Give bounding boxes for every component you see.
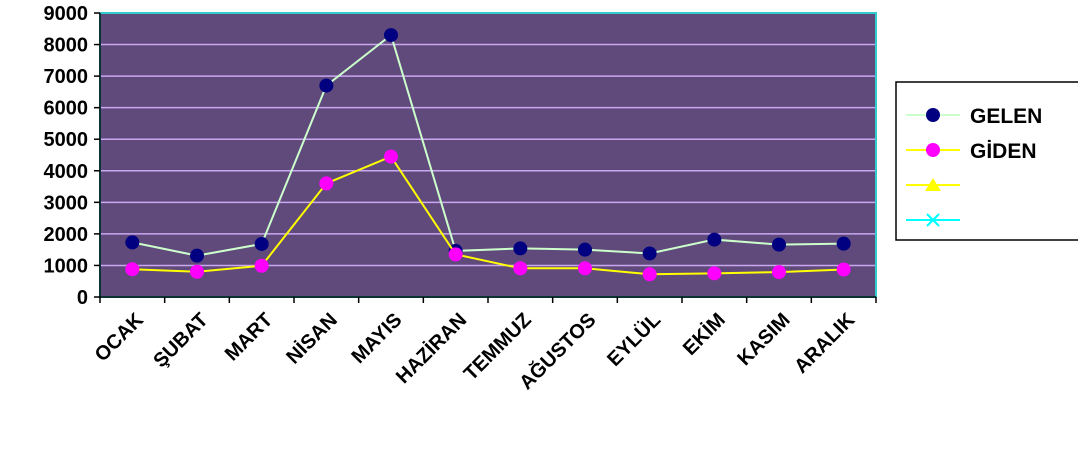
data-point <box>578 242 592 257</box>
data-point <box>513 241 528 256</box>
legend-label: GİDEN <box>970 140 1037 163</box>
y-tick-label: 6000 <box>44 98 89 120</box>
legend-marker <box>925 178 941 191</box>
x-tick-label: OCAK <box>91 309 149 367</box>
y-tick-label: 9000 <box>44 3 89 25</box>
y-tick-label: 3000 <box>44 192 89 214</box>
x-tick-label: NİSAN <box>282 308 342 368</box>
x-tick-label: ARALIK <box>790 309 859 378</box>
data-point <box>254 236 269 251</box>
y-tick-label: 2000 <box>44 224 89 246</box>
y-tick-label: 4000 <box>44 161 89 183</box>
data-point <box>836 262 851 277</box>
x-marker-stroke <box>926 213 940 227</box>
data-point <box>319 176 334 191</box>
y-tick-label: 1000 <box>44 255 89 277</box>
legend-box <box>895 81 1078 241</box>
x-tick-label: MART <box>221 309 277 365</box>
data-point <box>578 261 592 276</box>
y-tick-label: 8000 <box>44 35 89 57</box>
data-point <box>384 28 398 43</box>
legend: GELEN GİDEN <box>895 81 1078 241</box>
data-point <box>772 237 786 252</box>
plot-area <box>100 13 876 297</box>
data-point <box>642 267 657 282</box>
data-point <box>642 246 657 261</box>
x-tick-label: MAYIS <box>347 309 406 368</box>
y-tick-label: 5000 <box>44 129 89 151</box>
y-axis: 0 1000 2000 3000 4000 5000 6000 7000 8000 9000 <box>44 3 101 309</box>
data-point <box>190 248 204 263</box>
data-point <box>384 149 398 164</box>
data-point <box>319 78 334 93</box>
legend-marker <box>926 108 940 122</box>
data-point <box>190 264 204 279</box>
series-layer <box>125 28 851 282</box>
data-point <box>772 265 786 280</box>
grid-lines <box>100 43 876 267</box>
data-point <box>707 266 722 281</box>
data-point <box>448 247 463 262</box>
series-line-1 <box>132 155 844 276</box>
legend-marker <box>926 143 940 157</box>
data-point <box>836 236 851 251</box>
data-point <box>254 258 269 273</box>
legend-label: GELEN <box>970 105 1042 128</box>
x-axis: OCAK ŞUBAT MART NİSAN MAYISHAZİRANTEMMUZAĞUS… <box>91 296 877 394</box>
x-tick-label: KASIM <box>733 309 794 370</box>
data-point <box>513 261 528 276</box>
y-tick-label: 7000 <box>44 66 89 88</box>
x-tick-label: ŞUBAT <box>149 309 212 372</box>
data-point <box>707 232 722 247</box>
y-tick-label: 0 <box>77 287 88 309</box>
legend-marker <box>926 213 940 227</box>
x-tick-label: EKİM <box>678 308 730 360</box>
x-tick-label: EYLÜL <box>603 308 666 371</box>
x-tick-label: HAZİRAN <box>391 308 471 388</box>
data-point <box>125 235 140 250</box>
series-line-0 <box>132 33 844 257</box>
data-point <box>125 262 140 277</box>
